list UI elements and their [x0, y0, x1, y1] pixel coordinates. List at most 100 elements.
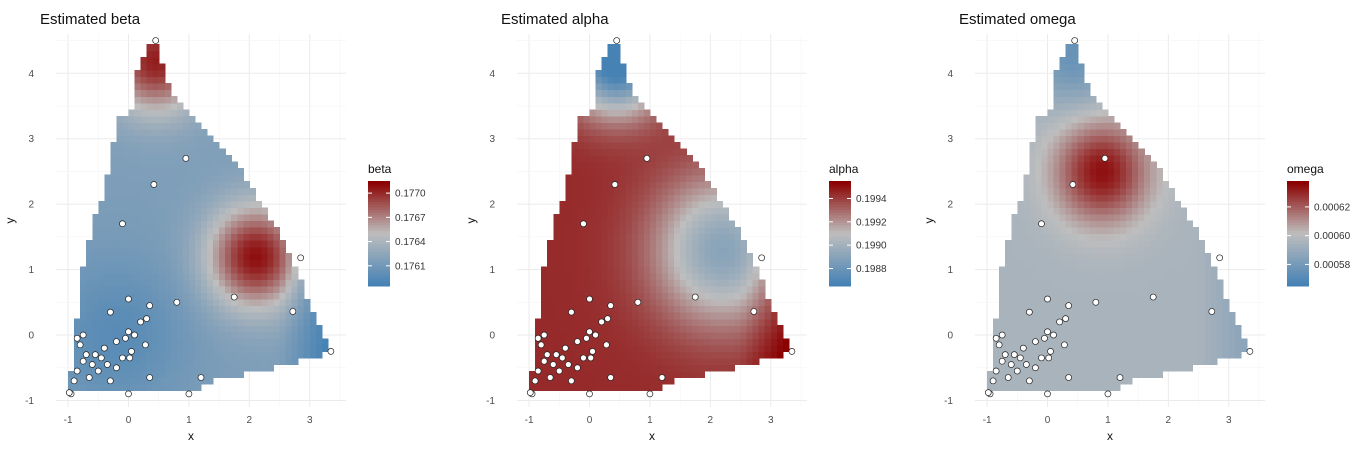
heat-tile	[1011, 279, 1018, 287]
heat-tile	[535, 338, 542, 346]
heat-tile	[1041, 115, 1049, 123]
y-tick-label: 3	[489, 134, 495, 145]
heat-tile	[625, 377, 633, 385]
heat-tile	[170, 194, 178, 202]
heat-tile	[104, 331, 111, 339]
heat-tile	[535, 384, 542, 392]
heat-tile	[261, 357, 269, 366]
heat-tile	[74, 351, 81, 359]
heat-tile	[1053, 102, 1061, 110]
heat-tile	[662, 299, 669, 307]
heat-tile	[1095, 213, 1103, 222]
heat-tile	[249, 272, 256, 280]
heat-tile	[1162, 213, 1169, 222]
heat-tile	[1120, 259, 1127, 267]
heat-tile	[698, 318, 705, 326]
heat-tile	[589, 305, 597, 313]
legend-title: alpha	[829, 162, 859, 176]
sample-point	[107, 308, 114, 316]
heat-tile	[1144, 364, 1151, 372]
heat-tile	[86, 364, 93, 372]
colorbar-segment	[829, 262, 851, 266]
heat-tile	[1083, 213, 1091, 222]
heat-tile	[128, 161, 136, 169]
x-tick-label: 0	[587, 415, 593, 426]
heat-tile	[746, 312, 754, 320]
heat-tile	[655, 357, 663, 366]
heat-tile	[698, 312, 705, 320]
x-tick-label: 3	[307, 415, 313, 426]
heat-tile	[146, 325, 154, 333]
heat-tile	[601, 331, 609, 339]
heat-tile	[1222, 305, 1230, 313]
heat-tile	[692, 357, 699, 366]
heat-tile	[674, 187, 681, 195]
heat-tile	[698, 213, 705, 222]
heat-tile	[692, 285, 699, 294]
heat-tile	[643, 299, 651, 307]
heat-tile	[553, 305, 560, 313]
heat-tile	[1113, 259, 1121, 267]
heat-tile	[1089, 128, 1097, 137]
heat-tile	[631, 344, 639, 352]
heat-tile	[140, 213, 148, 222]
heat-tile	[1059, 357, 1067, 366]
heat-tile	[213, 207, 220, 215]
legend-title: beta	[368, 162, 392, 176]
heat-tile	[267, 331, 275, 339]
heat-tile	[92, 220, 99, 228]
colorbar-segment	[829, 275, 851, 279]
heat-tile	[1083, 220, 1091, 228]
heat-tile	[1132, 357, 1139, 366]
heat-tile	[176, 344, 184, 352]
heat-tile	[1107, 148, 1115, 156]
heat-tile	[692, 200, 699, 209]
heat-tile	[716, 325, 724, 333]
heat-tile	[674, 318, 681, 326]
heat-tile	[80, 266, 87, 274]
heat-tile	[158, 148, 166, 156]
heat-tile	[1083, 96, 1091, 104]
heat-tile	[116, 351, 124, 359]
heat-tile	[1023, 371, 1030, 379]
heat-tile	[625, 357, 633, 366]
panel-title: Estimated alpha	[501, 11, 609, 28]
heat-tile	[134, 213, 142, 222]
heat-tile	[291, 312, 299, 320]
heat-tile	[170, 312, 178, 320]
heat-tile	[1204, 357, 1212, 366]
heat-tile	[674, 338, 681, 346]
heat-tile	[1065, 174, 1073, 182]
heat-tile	[1180, 253, 1188, 261]
heat-tile	[1059, 174, 1067, 182]
heat-tile	[1059, 168, 1067, 176]
heat-tile	[710, 259, 717, 267]
heat-tile	[1071, 115, 1079, 123]
heat-tile	[619, 102, 627, 110]
heat-tile	[110, 174, 118, 182]
sample-point	[1044, 328, 1051, 336]
heat-tile	[98, 318, 105, 326]
heat-tile	[1216, 305, 1224, 313]
heat-tile	[722, 318, 730, 326]
heat-tile	[1053, 115, 1061, 123]
heat-tile	[1132, 246, 1139, 254]
heat-tile	[249, 357, 256, 366]
heat-tile	[152, 89, 160, 97]
heat-tile	[170, 148, 178, 156]
heat-tile	[1071, 76, 1079, 84]
heat-tile	[194, 155, 202, 163]
heat-tile	[1077, 220, 1085, 228]
heat-tile	[1065, 115, 1073, 123]
heat-tile	[1156, 357, 1163, 366]
heat-tile	[1083, 233, 1091, 241]
sample-point	[603, 341, 610, 349]
colorbar-segment	[368, 272, 390, 276]
heat-tile	[98, 279, 105, 287]
sample-point	[297, 254, 305, 262]
heat-tile	[1150, 364, 1157, 372]
heat-tile	[164, 253, 172, 261]
colorbar-segment	[368, 223, 390, 227]
heat-tile	[716, 318, 724, 326]
heat-tile	[601, 115, 609, 123]
